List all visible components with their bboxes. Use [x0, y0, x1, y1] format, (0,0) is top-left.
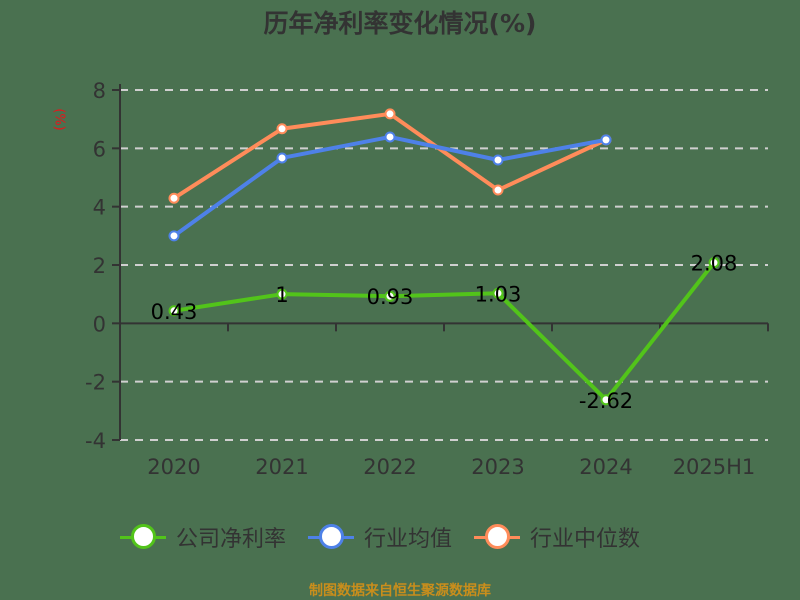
- data-label: 0.43: [151, 300, 198, 324]
- x-tick-label: 2024: [579, 455, 632, 479]
- x-tick-label: 2020: [147, 455, 200, 479]
- y-tick-label: 4: [93, 196, 106, 220]
- data-point[interactable]: [600, 394, 612, 406]
- legend-label: 行业中位数: [530, 527, 641, 552]
- data-label: 1: [275, 283, 288, 307]
- data-label: 1.03: [475, 282, 522, 306]
- data-label: 0.93: [367, 285, 414, 309]
- data-point[interactable]: [384, 108, 396, 120]
- data-label: -2.62: [579, 389, 633, 413]
- data-point[interactable]: [492, 287, 504, 299]
- legend-line-marker-icon: [120, 524, 166, 549]
- data-point[interactable]: [276, 288, 288, 300]
- legend: 公司净利率 行业均值 行业中位数: [120, 521, 662, 553]
- data-point[interactable]: [600, 134, 612, 146]
- series-line: [172, 134, 607, 238]
- data-point[interactable]: [168, 230, 180, 242]
- data-point[interactable]: [384, 290, 396, 302]
- chart-title: 历年净利率变化情况(%): [263, 9, 537, 38]
- x-tick-label: 2021: [255, 455, 308, 479]
- data-point[interactable]: [492, 184, 504, 196]
- data-point[interactable]: [708, 257, 720, 269]
- x-tick-label: 2025H1: [673, 455, 756, 479]
- series-line: [173, 261, 716, 402]
- legend-item-industry-median[interactable]: 行业中位数: [474, 521, 640, 553]
- legend-line-marker-icon: [308, 524, 355, 549]
- legend-label: 公司净利率: [176, 527, 287, 552]
- legend-item-industry-average[interactable]: 行业均值: [308, 521, 452, 553]
- y-tick-label: -4: [85, 429, 106, 453]
- x-tick-label: 2022: [363, 455, 416, 479]
- y-tick-label: 2: [93, 254, 106, 278]
- data-point[interactable]: [276, 152, 288, 164]
- data-point[interactable]: [492, 154, 504, 166]
- series-line: [172, 111, 607, 200]
- legend-line-marker-icon: [474, 524, 521, 549]
- data-point[interactable]: [276, 123, 288, 135]
- data-point[interactable]: [168, 192, 180, 204]
- legend-item-company-net-margin[interactable]: 公司净利率: [120, 521, 286, 553]
- data-label: 2.08: [691, 252, 738, 276]
- data-point[interactable]: [384, 131, 396, 143]
- y-tick-label: -2: [85, 371, 106, 395]
- y-tick-label: 8: [93, 79, 106, 103]
- y-tick-label: 6: [93, 137, 106, 161]
- legend-label: 行业均值: [364, 527, 453, 552]
- x-tick-label: 2023: [471, 455, 524, 479]
- data-point[interactable]: [168, 305, 180, 317]
- data-source-note: 制图数据来自恒生聚源数据库: [309, 583, 491, 599]
- y-tick-label: 0: [93, 312, 106, 336]
